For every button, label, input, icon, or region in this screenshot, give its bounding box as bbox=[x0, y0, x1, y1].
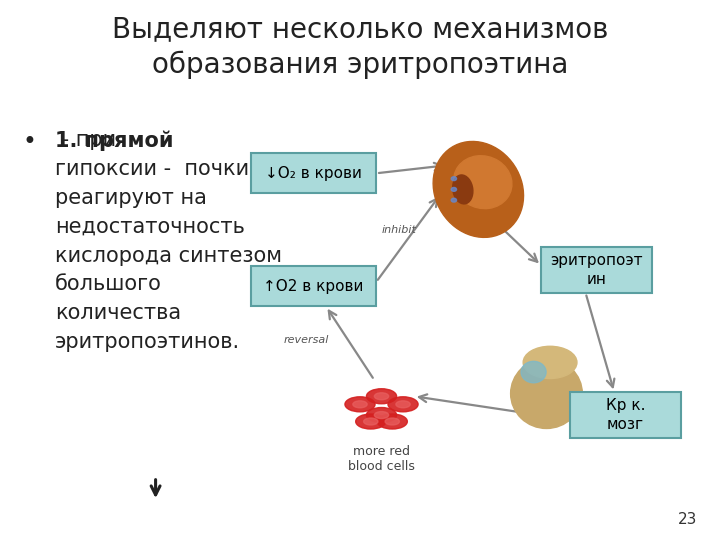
Text: reversal: reversal bbox=[284, 335, 329, 345]
Ellipse shape bbox=[356, 414, 386, 429]
Ellipse shape bbox=[451, 177, 456, 180]
Text: 1. прямой: 1. прямой bbox=[55, 130, 174, 151]
Ellipse shape bbox=[396, 401, 410, 408]
Text: inhibit: inhibit bbox=[382, 225, 417, 235]
Ellipse shape bbox=[433, 141, 523, 238]
Text: ↑O2 в крови: ↑O2 в крови bbox=[264, 279, 364, 294]
Ellipse shape bbox=[451, 187, 456, 191]
Text: 23: 23 bbox=[678, 512, 697, 527]
Text: •: • bbox=[23, 130, 37, 154]
Ellipse shape bbox=[374, 393, 389, 400]
Ellipse shape bbox=[353, 401, 367, 408]
Text: эритропоэт
ин: эритропоэт ин bbox=[550, 253, 643, 287]
FancyBboxPatch shape bbox=[541, 247, 652, 293]
Ellipse shape bbox=[521, 361, 546, 383]
Ellipse shape bbox=[385, 418, 400, 425]
Text: Кр к.
мозг: Кр к. мозг bbox=[606, 399, 645, 432]
Ellipse shape bbox=[454, 156, 512, 208]
Ellipse shape bbox=[510, 359, 582, 428]
Ellipse shape bbox=[377, 414, 408, 429]
Ellipse shape bbox=[364, 418, 378, 425]
Ellipse shape bbox=[523, 346, 577, 379]
FancyBboxPatch shape bbox=[251, 266, 376, 306]
Text: ↓O₂ в крови: ↓O₂ в крови bbox=[265, 166, 362, 181]
Ellipse shape bbox=[366, 389, 397, 404]
Ellipse shape bbox=[451, 198, 456, 202]
Ellipse shape bbox=[366, 408, 397, 423]
Ellipse shape bbox=[374, 411, 389, 418]
Ellipse shape bbox=[345, 397, 375, 412]
FancyBboxPatch shape bbox=[570, 392, 681, 438]
Ellipse shape bbox=[453, 175, 473, 204]
Text: - при
гипоксии -  почки
реагируют на
недостаточность
кислорода синтезом
большого: - при гипоксии - почки реагируют на недо… bbox=[55, 130, 282, 352]
Ellipse shape bbox=[388, 397, 418, 412]
Text: more red
blood cells: more red blood cells bbox=[348, 444, 415, 472]
Text: Выделяют несколько механизмов
образования эритропоэтина: Выделяют несколько механизмов образовани… bbox=[112, 15, 608, 79]
FancyBboxPatch shape bbox=[251, 153, 376, 193]
